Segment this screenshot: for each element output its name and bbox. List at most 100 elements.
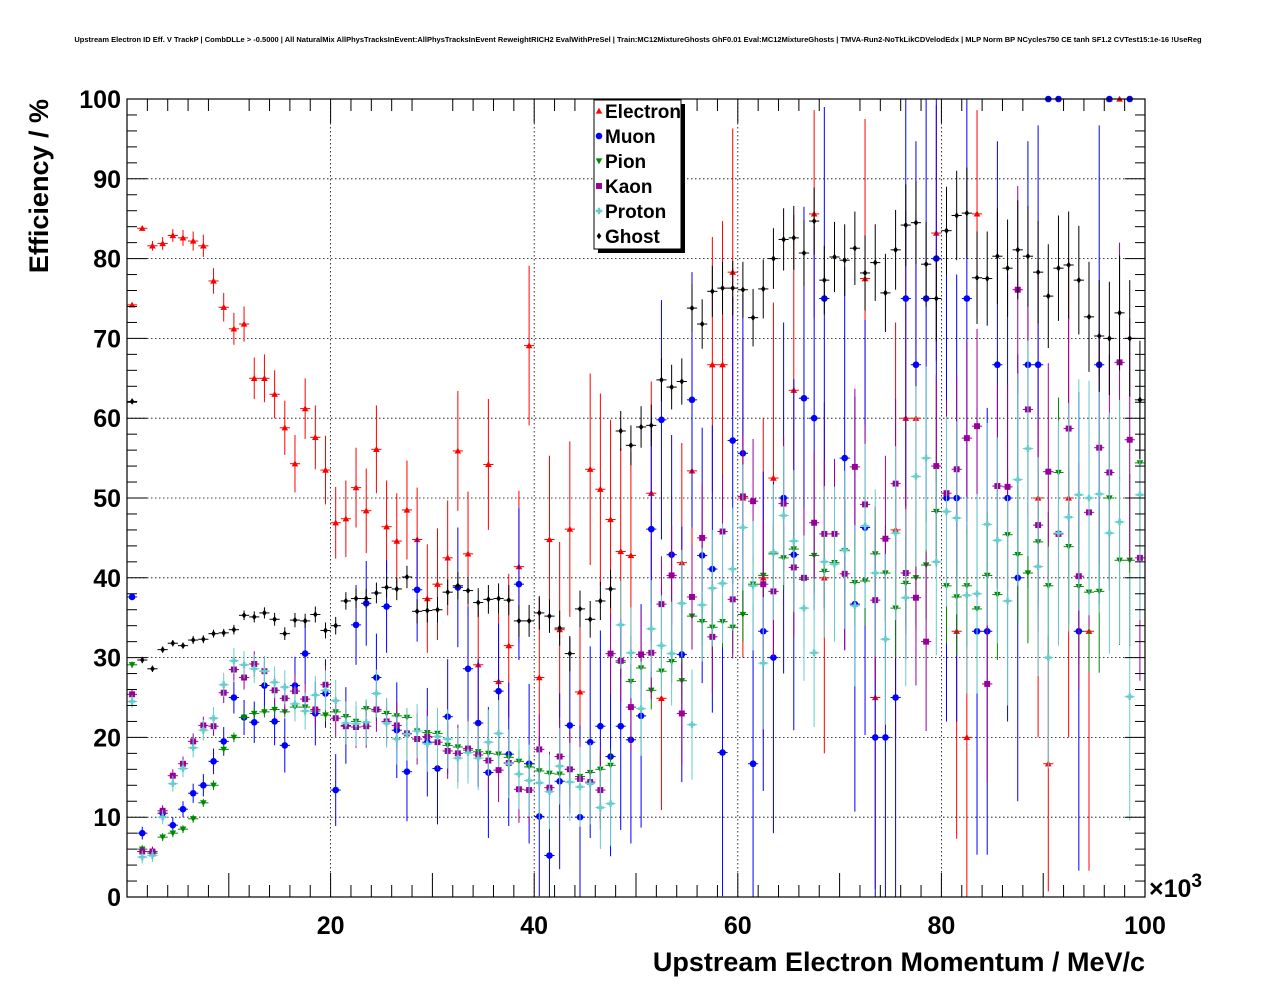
- data-point: [403, 730, 411, 738]
- data-point: [201, 635, 206, 643]
- data-point: [281, 742, 289, 749]
- data-point: [301, 650, 309, 657]
- data-point: [1034, 361, 1042, 369]
- data-point: [995, 252, 1000, 260]
- data-point: [893, 246, 898, 254]
- data-point: [689, 304, 695, 312]
- data-point: [749, 760, 757, 768]
- data-point: [954, 212, 959, 219]
- data-point: [546, 852, 553, 859]
- data-point: [210, 758, 217, 765]
- x-axis-multiplier: ×103: [1149, 871, 1202, 903]
- data-point: [240, 714, 248, 721]
- y-tick-label: 100: [79, 86, 121, 114]
- data-point: [159, 834, 166, 841]
- data-point: [1096, 332, 1102, 340]
- data-point: [760, 581, 767, 588]
- data-series: [127, 95, 1145, 897]
- data-point: [1075, 491, 1083, 499]
- data-point: [882, 635, 889, 643]
- data-point: [1085, 494, 1093, 502]
- data-point: [169, 232, 177, 239]
- data-point: [240, 661, 248, 669]
- data-point: [709, 361, 716, 368]
- legend-label: Proton: [605, 202, 666, 223]
- data-point: [169, 821, 177, 829]
- data-point: [607, 800, 614, 807]
- data-point: [313, 611, 318, 618]
- data-point: [139, 656, 145, 664]
- data-point: [1025, 252, 1031, 260]
- data-point: [1034, 563, 1042, 570]
- data-point: [678, 710, 685, 717]
- data-point: [138, 829, 146, 837]
- data-point: [923, 260, 929, 268]
- data-point: [791, 234, 797, 242]
- data-point: [526, 617, 532, 625]
- data-point: [842, 256, 847, 264]
- data-point: [150, 665, 155, 673]
- data-point: [1117, 309, 1122, 317]
- data-point: [250, 665, 258, 673]
- data-point: [394, 585, 400, 593]
- data-point: [627, 552, 635, 559]
- data-point: [211, 630, 216, 637]
- y-tick-label: 30: [93, 645, 121, 673]
- x-axis-multiplier-base: ×10: [1149, 875, 1191, 903]
- data-point: [230, 657, 238, 665]
- data-point: [159, 813, 166, 821]
- data-point: [486, 596, 491, 603]
- data-point: [668, 572, 675, 579]
- data-point: [871, 569, 879, 577]
- data-point: [647, 525, 655, 533]
- data-point: [740, 286, 746, 294]
- data-point: [129, 398, 135, 405]
- data-point: [770, 548, 777, 556]
- data-point: [994, 536, 1001, 544]
- data-point: [861, 522, 869, 530]
- data-point: [536, 609, 542, 617]
- data-point: [800, 394, 808, 402]
- data-point: [516, 617, 522, 625]
- data-point: [282, 630, 288, 637]
- data-point: [495, 767, 502, 774]
- data-point: [617, 621, 625, 629]
- data-point: [1055, 529, 1062, 537]
- series-ghost: [127, 167, 1145, 673]
- data-point: [710, 288, 715, 295]
- data-point: [250, 375, 258, 381]
- data-point: [1126, 436, 1133, 443]
- data-point: [200, 726, 207, 734]
- data-point: [383, 719, 390, 727]
- x-tick-label: 20: [317, 912, 345, 940]
- data-point: [586, 780, 594, 787]
- data-point: [963, 295, 971, 302]
- data-point: [586, 738, 594, 746]
- data-point: [973, 590, 981, 598]
- legend-marker: [596, 183, 602, 189]
- data-point: [221, 629, 227, 637]
- data-point: [801, 249, 807, 257]
- series-proton: [127, 340, 1145, 864]
- data-point: [128, 593, 136, 601]
- data-point: [291, 460, 299, 467]
- data-point: [505, 642, 513, 649]
- data-point: [943, 508, 950, 515]
- data-point: [1035, 268, 1041, 276]
- data-point: [1137, 396, 1143, 404]
- data-point: [495, 730, 502, 737]
- data-point: [698, 601, 706, 609]
- data-point: [210, 714, 217, 722]
- data-point: [679, 378, 685, 385]
- data-point: [699, 320, 705, 328]
- y-tick-label: 50: [93, 485, 121, 513]
- data-point: [933, 463, 940, 470]
- data-point: [189, 744, 197, 752]
- data-point: [598, 597, 603, 605]
- data-point: [729, 565, 737, 573]
- data-point: [342, 515, 350, 522]
- data-point: [169, 830, 177, 837]
- data-point: [393, 537, 401, 544]
- data-point: [628, 442, 634, 449]
- data-point: [669, 383, 674, 391]
